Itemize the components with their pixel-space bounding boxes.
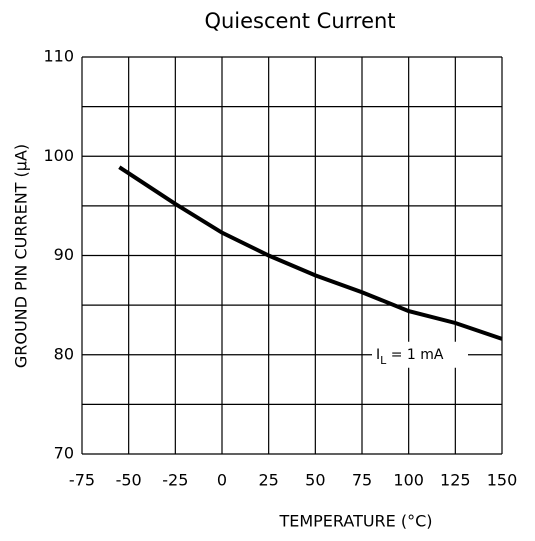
y-tick-label: 100 bbox=[43, 146, 74, 165]
x-tick-label: 150 bbox=[487, 471, 518, 490]
x-tick-label: 0 bbox=[217, 471, 227, 490]
x-tick-label: -50 bbox=[116, 471, 142, 490]
x-tick-label: 125 bbox=[440, 471, 471, 490]
chart-title: Quiescent Current bbox=[204, 9, 395, 33]
x-tick-label: -75 bbox=[69, 471, 95, 490]
x-tick-label: -25 bbox=[162, 471, 188, 490]
x-tick-label: 50 bbox=[305, 471, 325, 490]
y-tick-label: 110 bbox=[43, 47, 74, 66]
x-axis-label: TEMPERATURE (°C) bbox=[278, 512, 432, 531]
y-tick-label: 80 bbox=[54, 344, 74, 363]
x-tick-label: 75 bbox=[352, 471, 372, 490]
annotation: IL = 1 mA bbox=[376, 347, 444, 367]
annotation-rest: = 1 mA bbox=[386, 347, 444, 363]
annotation-main: I bbox=[376, 347, 380, 363]
y-tick-label: 70 bbox=[54, 444, 74, 463]
y-tick-label: 90 bbox=[54, 245, 74, 264]
x-tick-label: 100 bbox=[393, 471, 424, 490]
annotation-bg bbox=[372, 341, 468, 368]
annotation-subscript: L bbox=[380, 354, 387, 367]
y-axis-label: GROUND PIN CURRENT (μA) bbox=[12, 144, 31, 368]
data-line bbox=[118, 165, 503, 341]
x-tick-label: 25 bbox=[258, 471, 278, 490]
